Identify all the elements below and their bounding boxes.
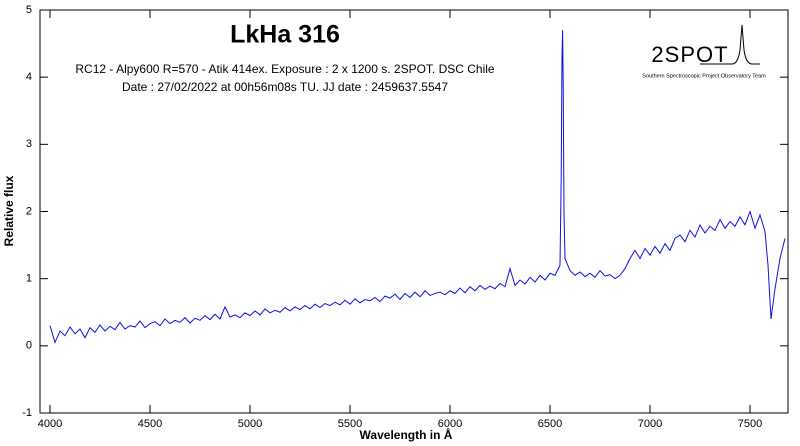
chart-subtitle: RC12 - Alpy600 R=570 - Atik 414ex. Expos… xyxy=(75,62,495,76)
y-tick-label: 0 xyxy=(26,340,32,352)
y-tick-label: 5 xyxy=(26,4,32,16)
y-tick-label: 2 xyxy=(26,205,32,217)
y-tick-label: 4 xyxy=(26,71,32,83)
chart-title: LkHa 316 xyxy=(230,21,340,49)
spectrum-line xyxy=(49,30,786,344)
logo: 2SPOT Southern Spectroscopic Project Obs… xyxy=(642,24,766,79)
x-axis-label: Wavelength in Å xyxy=(360,427,453,442)
logo-spike xyxy=(700,24,760,65)
y-tick-label: 1 xyxy=(26,273,32,285)
logo-name: 2SPOT xyxy=(651,42,728,67)
y-axis-label: Relative flux xyxy=(2,175,16,246)
x-tick-label: 5500 xyxy=(338,418,362,430)
x-tick-label: 7500 xyxy=(738,418,762,430)
x-tick-label: 4500 xyxy=(138,418,162,430)
x-tick-label: 5000 xyxy=(238,418,262,430)
x-tick-label: 4000 xyxy=(38,418,62,430)
x-tick-label: 7000 xyxy=(638,418,662,430)
y-tick-label: -1 xyxy=(22,407,32,419)
logo-caption: Southern Spectroscopic Project Observato… xyxy=(642,73,766,79)
chart-subtitle: Date : 27/02/2022 at 00h56m08s TU. JJ da… xyxy=(122,80,448,94)
y-tick-label: 3 xyxy=(26,138,32,150)
x-tick-label: 6500 xyxy=(538,418,562,430)
x-tick-label: 6000 xyxy=(438,418,462,430)
